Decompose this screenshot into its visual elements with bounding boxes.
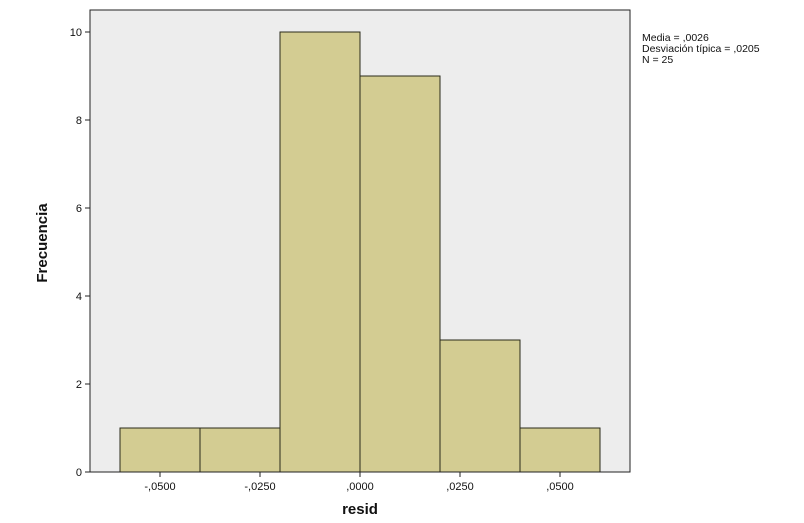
- y-tick-label: 10: [70, 27, 82, 39]
- x-tick-label: -,0500: [144, 481, 175, 493]
- stat-n: N = 25: [642, 54, 673, 66]
- stat-std: Desviación típica = ,0205: [642, 43, 760, 55]
- y-axis-title: Frecuencia: [34, 203, 51, 283]
- histogram-bar: [439, 339, 521, 473]
- y-ticks-layer: 0 2 4 6 8 10: [70, 27, 90, 479]
- histogram-bar: [279, 31, 361, 473]
- histogram-bar: [519, 427, 601, 473]
- x-ticks-layer: -,0500 -,0250 ,0000 ,0250 ,0500: [144, 472, 574, 493]
- stat-mean: Media = ,0026: [642, 32, 709, 44]
- y-tick-label: 6: [76, 203, 82, 215]
- bars-layer: [119, 31, 601, 473]
- x-tick-label: ,0000: [346, 481, 374, 493]
- x-axis-title: resid: [342, 501, 378, 518]
- x-tick-label: ,0250: [446, 481, 474, 493]
- y-tick-label: 4: [76, 291, 82, 303]
- histogram-bar: [199, 427, 281, 473]
- histogram-bar: [119, 427, 201, 473]
- histogram-bar: [359, 75, 441, 473]
- y-tick-label: 2: [76, 379, 82, 391]
- y-tick-label: 8: [76, 115, 82, 127]
- y-tick-label: 0: [76, 467, 82, 479]
- x-tick-label: ,0500: [546, 481, 574, 493]
- x-tick-label: -,0250: [244, 481, 275, 493]
